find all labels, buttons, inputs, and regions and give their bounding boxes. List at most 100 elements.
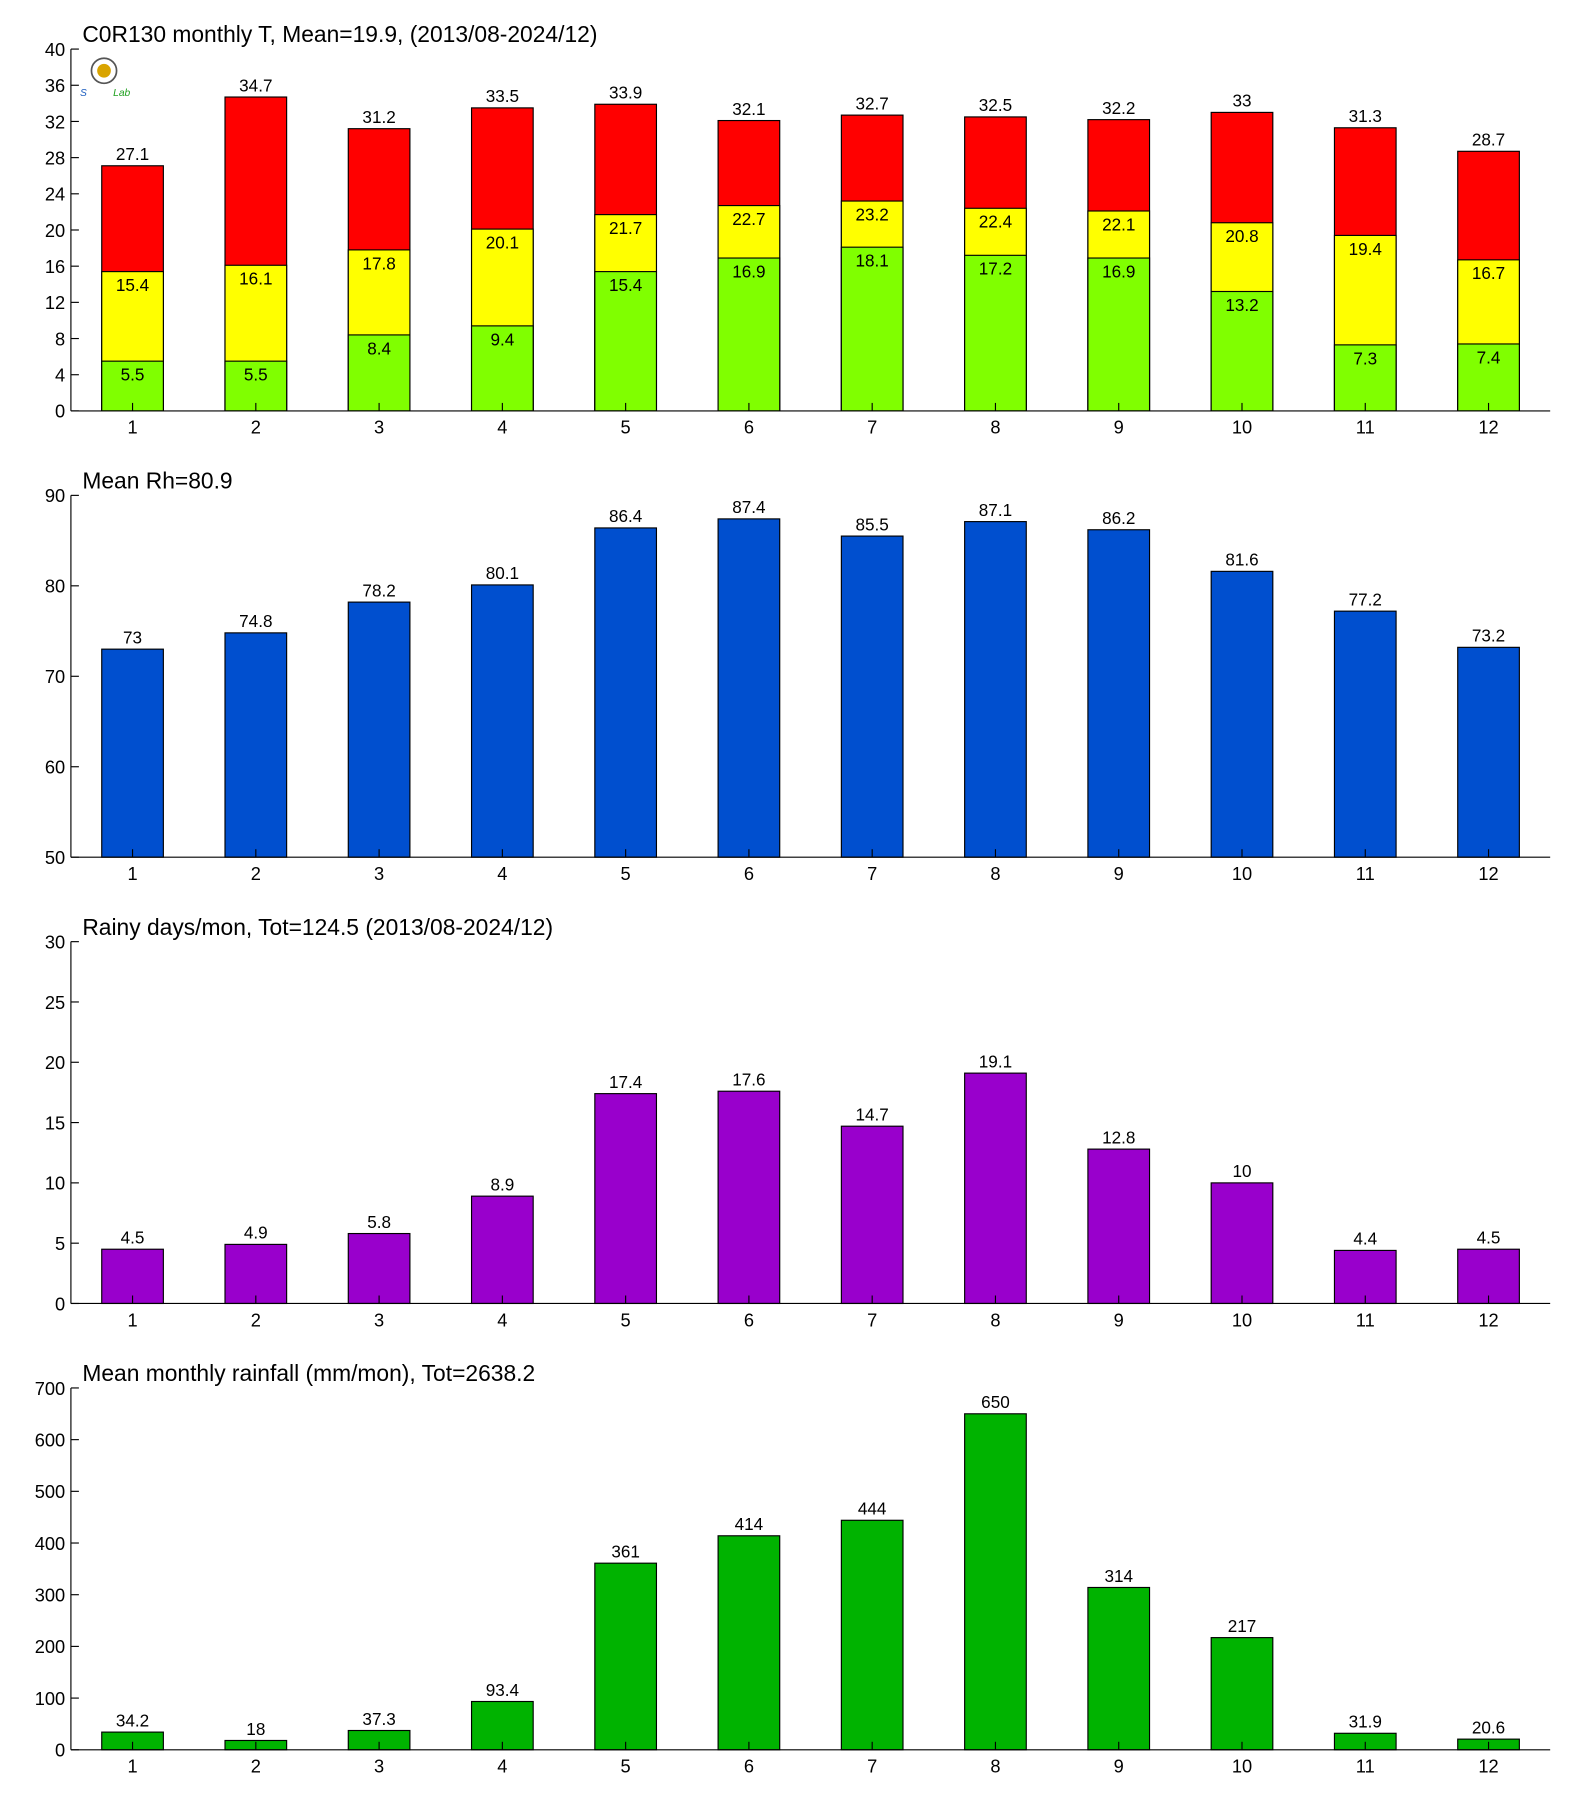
svg-text:Lab: Lab	[113, 88, 130, 99]
y-tick-label: 40	[45, 39, 65, 60]
x-tick-label: 2	[251, 417, 261, 438]
value-label: 12.8	[1102, 1128, 1135, 1147]
chart-title: Mean monthly rainfall (mm/mon), Tot=2638…	[82, 1360, 535, 1386]
x-tick-label: 12	[1478, 863, 1498, 884]
y-tick-label: 28	[45, 147, 65, 168]
bar	[1087, 1148, 1151, 1305]
chart-title: C0R130 monthly T, Mean=19.9, (2013/08-20…	[82, 21, 597, 47]
value-label: 361	[611, 1542, 640, 1561]
value-label: 86.4	[609, 507, 643, 526]
bar	[594, 527, 658, 858]
y-tick-label: 400	[35, 1533, 65, 1554]
value-label: 7.3	[1353, 349, 1377, 368]
bar	[1087, 529, 1151, 858]
x-tick-label: 9	[1114, 417, 1124, 438]
value-label: 9.4	[490, 330, 514, 349]
x-tick-label: 1	[127, 1309, 137, 1330]
y-tick-label: 50	[45, 847, 65, 868]
value-label: 17.4	[609, 1073, 643, 1092]
bar	[470, 1195, 534, 1305]
value-label: 31.9	[1349, 1713, 1382, 1732]
bar	[470, 325, 534, 412]
value-label: 33.9	[609, 84, 642, 103]
x-tick-label: 8	[990, 1756, 1000, 1777]
x-tick-label: 7	[867, 417, 877, 438]
bar	[224, 632, 288, 858]
bar	[1333, 610, 1397, 858]
y-tick-label: 0	[55, 1740, 65, 1761]
bar	[1210, 1637, 1274, 1751]
y-tick-label: 20	[45, 220, 65, 241]
x-tick-label: 2	[251, 1756, 261, 1777]
value-label: 80.1	[486, 564, 519, 583]
value-label: 74.8	[239, 612, 272, 631]
y-tick-label: 10	[45, 1173, 65, 1194]
x-tick-label: 10	[1232, 1309, 1252, 1330]
value-label: 16.9	[1102, 262, 1135, 281]
y-tick-label: 30	[45, 932, 65, 953]
chart-title: Mean Rh=80.9	[82, 468, 232, 494]
value-label: 73	[123, 628, 142, 647]
x-tick-label: 9	[1114, 1756, 1124, 1777]
value-label: 314	[1104, 1567, 1133, 1586]
value-label: 22.7	[732, 210, 765, 229]
bar	[964, 1072, 1027, 1305]
x-tick-label: 6	[744, 417, 754, 438]
x-tick-label: 8	[990, 417, 1000, 438]
value-label: 217	[1228, 1617, 1257, 1636]
bar	[347, 1232, 411, 1305]
value-label: 23.2	[856, 205, 889, 224]
value-label: 93.4	[486, 1681, 520, 1700]
value-label: 78.2	[362, 581, 395, 600]
value-label: 19.1	[979, 1052, 1012, 1071]
x-tick-label: 8	[990, 863, 1000, 884]
value-label: 77.2	[1349, 590, 1382, 609]
value-label: 10	[1232, 1162, 1251, 1181]
bar	[347, 601, 411, 858]
bar	[101, 648, 164, 858]
x-tick-label: 5	[621, 417, 631, 438]
value-label: 27.1	[116, 145, 149, 164]
value-label: 5.5	[244, 366, 268, 385]
value-label: 18.1	[856, 252, 889, 271]
x-tick-label: 11	[1356, 1309, 1375, 1330]
x-tick-label: 2	[251, 1309, 261, 1330]
value-label: 4.9	[244, 1224, 268, 1243]
bar	[594, 1093, 658, 1305]
bar	[594, 1562, 658, 1751]
y-tick-label: 25	[45, 992, 65, 1013]
value-label: 31.3	[1349, 107, 1382, 126]
x-tick-label: 4	[497, 417, 507, 438]
value-label: 86.2	[1102, 509, 1135, 528]
bar	[470, 584, 534, 858]
y-tick-label: 5	[55, 1233, 65, 1254]
bar	[1457, 646, 1520, 858]
x-tick-label: 6	[744, 1756, 754, 1777]
x-tick-label: 11	[1356, 417, 1375, 438]
bar	[964, 521, 1027, 858]
value-label: 31.2	[362, 108, 395, 127]
bar	[840, 535, 904, 858]
value-label: 7.4	[1477, 348, 1501, 367]
bar	[1333, 344, 1397, 412]
bar	[224, 1243, 288, 1305]
y-tick-label: 70	[45, 666, 65, 687]
value-label: 16.7	[1472, 264, 1505, 283]
value-label: 32.7	[856, 94, 889, 113]
value-label: 444	[858, 1500, 887, 1519]
x-tick-label: 9	[1114, 1309, 1124, 1330]
value-label: 21.7	[609, 219, 642, 238]
x-tick-label: 1	[127, 863, 137, 884]
bar	[717, 257, 781, 412]
value-label: 18	[246, 1720, 265, 1739]
x-tick-label: 3	[374, 863, 384, 884]
value-label: 8.9	[490, 1175, 514, 1194]
value-label: 28.7	[1472, 131, 1505, 150]
y-tick-label: 80	[45, 576, 65, 597]
y-tick-label: 60	[45, 757, 65, 778]
value-label: 20.1	[486, 233, 519, 252]
x-tick-label: 2	[251, 863, 261, 884]
x-tick-label: 1	[127, 1756, 137, 1777]
